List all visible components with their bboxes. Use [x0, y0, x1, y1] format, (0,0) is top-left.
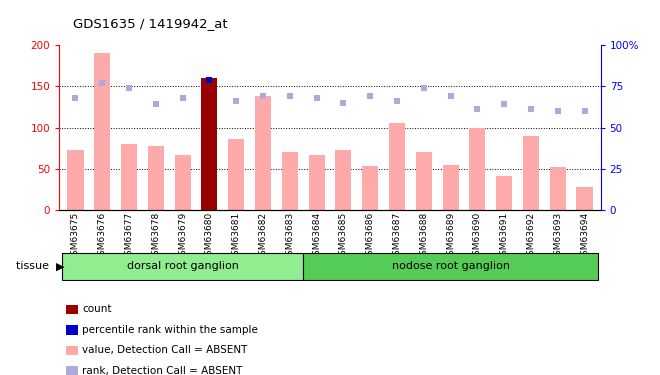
Point — [284, 93, 295, 99]
Bar — [94, 53, 110, 210]
Bar — [469, 128, 485, 210]
Point — [552, 108, 563, 114]
Point — [391, 98, 402, 104]
Point — [204, 76, 214, 82]
Bar — [416, 152, 432, 210]
Bar — [67, 150, 84, 210]
Text: tissue: tissue — [16, 261, 53, 271]
Bar — [362, 166, 378, 210]
Bar — [335, 150, 351, 210]
Text: ▶: ▶ — [56, 261, 65, 271]
Bar — [175, 155, 191, 210]
Bar — [303, 253, 598, 280]
Point — [312, 95, 322, 101]
Text: dorsal root ganglion: dorsal root ganglion — [127, 261, 238, 271]
Point — [124, 85, 135, 91]
Point — [97, 80, 108, 86]
Bar — [201, 78, 218, 210]
Point — [418, 85, 429, 91]
Bar — [228, 139, 244, 210]
Point — [178, 95, 188, 101]
Bar — [309, 155, 325, 210]
Point — [231, 98, 242, 104]
Point — [70, 95, 81, 101]
Point — [472, 106, 482, 112]
Bar — [121, 144, 137, 210]
Text: value, Detection Call = ABSENT: value, Detection Call = ABSENT — [82, 345, 248, 355]
Point — [446, 93, 456, 99]
Bar — [576, 187, 593, 210]
Text: GDS1635 / 1419942_at: GDS1635 / 1419942_at — [73, 17, 227, 30]
Bar — [282, 152, 298, 210]
Bar — [523, 136, 539, 210]
Bar — [148, 147, 164, 210]
Bar — [255, 96, 271, 210]
Point — [150, 101, 161, 107]
Bar — [496, 176, 512, 210]
Point — [338, 100, 348, 106]
Point — [525, 106, 536, 112]
Point — [499, 101, 510, 107]
Point — [365, 93, 376, 99]
Point — [258, 93, 269, 99]
Text: count: count — [82, 304, 112, 314]
Text: nodose root ganglion: nodose root ganglion — [391, 261, 510, 271]
Text: percentile rank within the sample: percentile rank within the sample — [82, 325, 258, 334]
Point — [579, 108, 590, 114]
Bar — [389, 123, 405, 210]
Bar — [550, 167, 566, 210]
Text: rank, Detection Call = ABSENT: rank, Detection Call = ABSENT — [82, 366, 243, 375]
Bar — [442, 165, 459, 210]
Bar — [62, 253, 303, 280]
